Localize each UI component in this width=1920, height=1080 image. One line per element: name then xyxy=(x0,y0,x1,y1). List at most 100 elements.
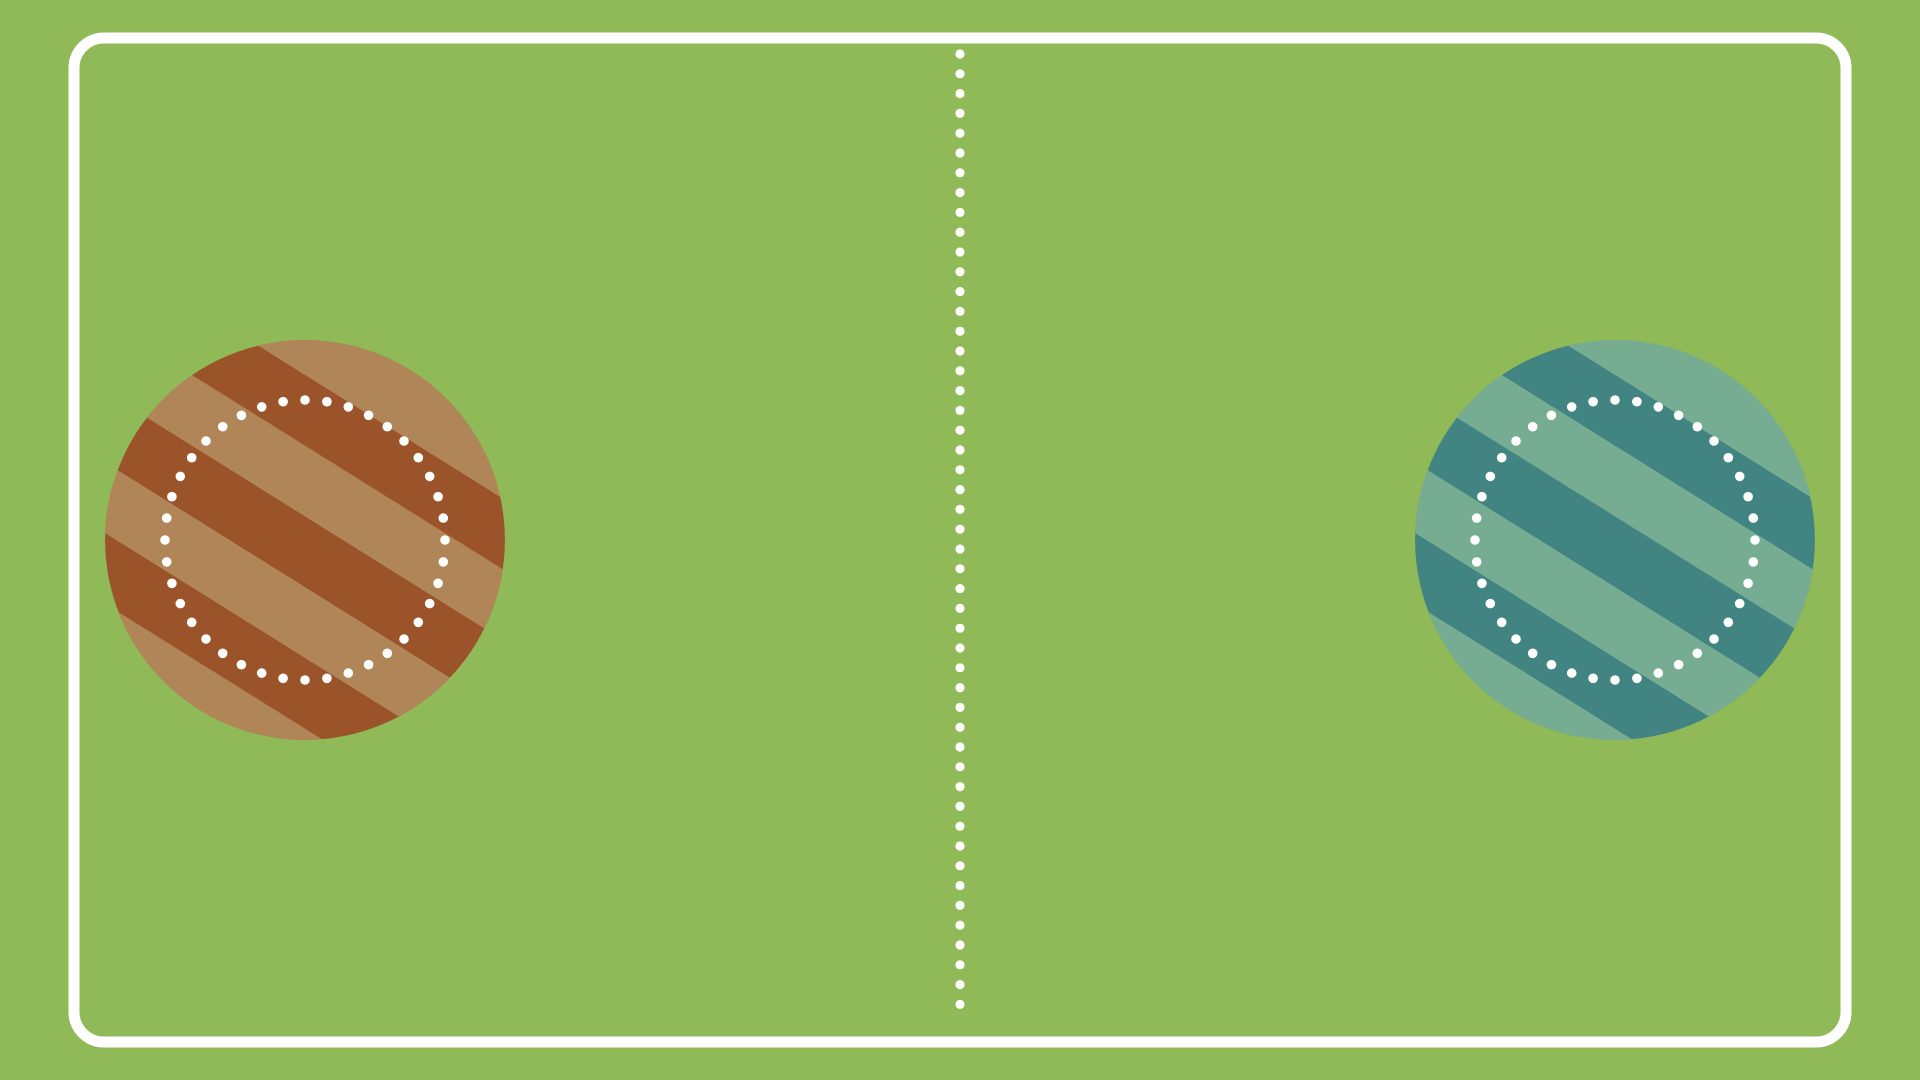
goal-ring-dot xyxy=(1632,673,1642,684)
goal-ring-dot xyxy=(160,535,170,545)
center-line-dot xyxy=(955,940,965,950)
goal-zone-stripe xyxy=(105,404,505,740)
goal-ring-dot xyxy=(278,673,288,684)
left-goal-zone[interactable] xyxy=(0,99,746,998)
goal-ring-dot xyxy=(175,471,186,482)
center-line-dot xyxy=(955,405,965,415)
center-line-dot xyxy=(955,504,965,514)
center-line-dot xyxy=(955,801,965,812)
center-line-dot xyxy=(955,999,965,1010)
center-line-dot xyxy=(955,960,965,970)
goal-ring-dot xyxy=(1588,673,1598,684)
center-line-dot xyxy=(955,49,965,59)
center-line-dot xyxy=(955,445,965,455)
goal-ring-dot xyxy=(1743,578,1753,589)
goal-ring-dot xyxy=(1496,617,1507,628)
goal-ring-dot xyxy=(161,557,172,567)
goal-ring-dot xyxy=(278,396,288,407)
goal-ring-dot xyxy=(1748,557,1759,567)
center-line-dot xyxy=(955,69,965,79)
center-line-dot xyxy=(955,643,965,653)
center-line-dot xyxy=(955,386,965,396)
center-line-dot xyxy=(955,227,965,237)
goal-ring-dot xyxy=(1748,513,1759,523)
center-line-dot xyxy=(955,762,965,772)
goal-ring-dot xyxy=(1743,491,1753,502)
goal-ring-dot xyxy=(1511,436,1521,446)
goal-ring-dot xyxy=(343,668,354,678)
goal-ring-dot xyxy=(167,578,177,589)
goal-ring-dot xyxy=(363,410,374,421)
right-goal-zone[interactable] xyxy=(1163,99,1920,998)
center-line-dot xyxy=(955,702,965,713)
goal-ring-dot xyxy=(256,668,267,678)
goal-zone-stripe xyxy=(105,340,505,693)
goal-ring-dot xyxy=(399,436,409,446)
goal-ring-dot xyxy=(399,634,409,644)
goal-ring-dot xyxy=(1734,598,1745,609)
goal-ring-dot xyxy=(1511,634,1521,644)
center-line-dot xyxy=(955,821,965,831)
goal-ring-dot xyxy=(1566,402,1577,412)
center-line-dot xyxy=(955,188,965,198)
goal-ring-dot xyxy=(424,598,435,609)
goal-ring-dot xyxy=(201,634,211,644)
goal-ring-dot xyxy=(1566,668,1577,678)
goal-ring-dot xyxy=(161,513,172,523)
center-line-dot xyxy=(955,980,965,990)
goal-ring-dot xyxy=(413,452,424,463)
goal-ring-dot xyxy=(1470,535,1480,545)
goal-ring-dot xyxy=(438,513,449,523)
field-boundary xyxy=(68,32,1852,1048)
goal-ring-dot xyxy=(1610,675,1620,685)
center-line-dot xyxy=(955,722,965,732)
goal-ring-dot xyxy=(1496,452,1507,463)
center-line-dot xyxy=(955,168,965,178)
goal-ring-dot xyxy=(1692,648,1703,659)
goal-ring-dot xyxy=(1485,598,1496,609)
center-line-dot xyxy=(955,326,965,336)
center-line-dot xyxy=(955,306,965,316)
goal-ring-dot xyxy=(322,673,332,684)
goal-ring-dot xyxy=(300,395,310,405)
goal-ring-dot xyxy=(1734,471,1745,482)
goal-zone-stripe xyxy=(107,340,505,591)
center-line-dot xyxy=(955,683,965,693)
center-line-dot xyxy=(955,465,965,475)
goal-ring-dot xyxy=(175,598,186,609)
goal-ring-dot xyxy=(167,491,177,502)
center-line-dot xyxy=(955,564,965,574)
goal-ring-dot xyxy=(1653,402,1664,412)
goal-ring-dot xyxy=(300,675,310,685)
center-line-dot xyxy=(955,782,965,792)
goal-ring-dot xyxy=(1485,471,1496,482)
goal-ring-dot xyxy=(1723,452,1734,463)
goal-ring-dot xyxy=(1471,557,1482,567)
goal-ring-dot xyxy=(236,659,247,670)
goal-zone-stripe xyxy=(1415,404,1815,740)
goal-ring-dot xyxy=(438,557,449,567)
center-line-dot xyxy=(955,603,965,614)
center-line xyxy=(955,49,965,1010)
goal-ring-dot xyxy=(433,578,443,589)
center-line-dot xyxy=(955,881,965,891)
goal-ring-dot xyxy=(1673,659,1684,670)
goal-ring-dot xyxy=(1546,659,1557,670)
goal-ring-dot xyxy=(1477,578,1487,589)
goal-ring-dot xyxy=(1546,410,1557,421)
goal-ring-dot xyxy=(382,421,393,432)
goal-ring-dot xyxy=(343,402,354,412)
goal-ring-dot xyxy=(413,617,424,628)
goal-ring-dot xyxy=(1610,395,1620,405)
goal-ring-dot xyxy=(382,648,393,659)
goal-zone-stripe xyxy=(1415,340,1815,693)
center-line-dot xyxy=(955,89,965,99)
center-line-dot xyxy=(955,900,965,911)
center-line-dot xyxy=(955,148,965,158)
goal-ring-dot xyxy=(1632,396,1642,407)
goal-ring-dot xyxy=(440,535,450,545)
goal-ring-dot xyxy=(1692,421,1703,432)
goal-ring-dot xyxy=(1673,410,1684,421)
goal-ring-dot xyxy=(1750,535,1760,545)
